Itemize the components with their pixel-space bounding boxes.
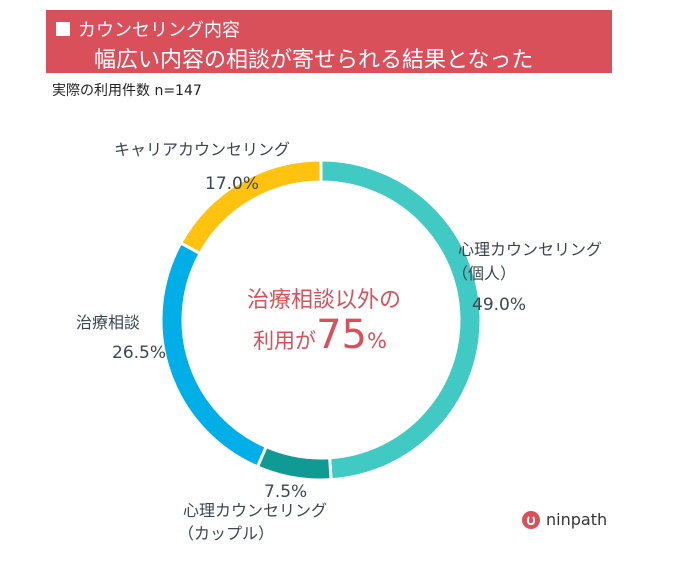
donut-slices <box>159 158 483 482</box>
value-psych-individual: 49.0% <box>472 295 526 315</box>
brand-logo: ninpath <box>522 510 607 529</box>
center-text-line1: 治療相談以外の <box>247 288 401 313</box>
value-psych-couple: 7.5% <box>264 482 307 502</box>
center-text-suffix: % <box>367 329 387 353</box>
brand-name: ninpath <box>546 510 608 529</box>
center-text-line2: 利用が75% <box>253 312 387 358</box>
label-psych-individual-line2: （個人） <box>452 264 516 283</box>
slice-treatment <box>159 240 269 469</box>
center-text-prefix: 利用が <box>253 329 316 353</box>
value-treatment: 26.5% <box>112 343 166 363</box>
label-career: キャリアカウンセリング <box>114 140 290 159</box>
banner-category: カウンセリング内容 <box>78 20 240 41</box>
ninpath-logo-icon <box>522 510 540 529</box>
slice-psych-couple <box>255 444 333 482</box>
center-text-number: 75 <box>316 312 367 358</box>
label-psych-couple-line1: 心理カウンセリング <box>183 501 327 520</box>
square-bullet-icon <box>56 22 70 36</box>
label-treatment: 治療相談 <box>76 313 140 332</box>
value-career: 17.0% <box>205 174 259 194</box>
sample-size-note: 実際の利用件数 n=147 <box>52 83 202 99</box>
header-banner: カウンセリング内容 幅広い内容の相談が寄せられる結果となった <box>46 10 612 73</box>
slice-career <box>178 158 323 256</box>
banner-headline: 幅広い内容の相談が寄せられる結果となった <box>94 48 534 73</box>
label-psych-individual-line1: 心理カウンセリング <box>458 240 602 259</box>
label-psych-couple-line2: （カップル） <box>178 524 274 543</box>
